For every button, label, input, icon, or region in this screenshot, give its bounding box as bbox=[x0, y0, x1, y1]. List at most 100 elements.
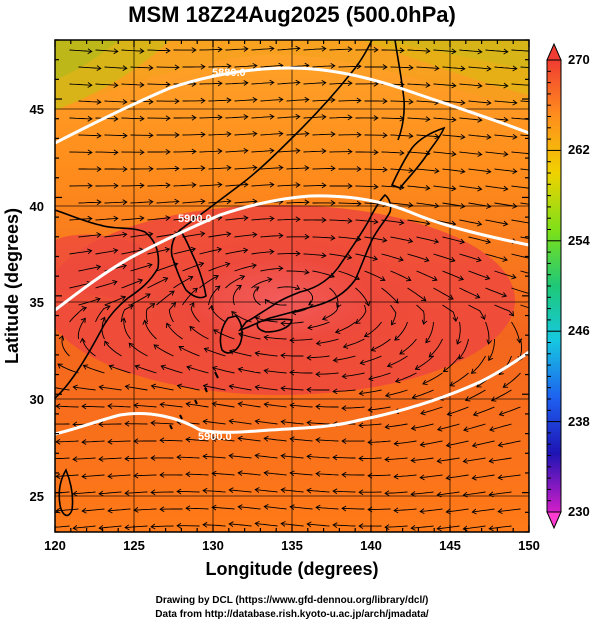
streamline-arrow bbox=[382, 98, 388, 104]
streamline-arrow bbox=[330, 97, 336, 103]
streamline bbox=[260, 133, 283, 136]
streamline-arrow bbox=[263, 503, 269, 510]
streamline-arrow bbox=[200, 231, 206, 237]
streamline-arrow bbox=[150, 489, 156, 496]
streamline-arrow bbox=[269, 45, 275, 52]
streamline-arrow bbox=[153, 344, 159, 350]
streamline bbox=[471, 355, 486, 374]
streamline-arrow bbox=[121, 263, 128, 270]
streamline-arrow bbox=[445, 508, 451, 515]
streamline bbox=[69, 307, 87, 323]
streamline-arrow bbox=[304, 96, 310, 103]
streamline bbox=[343, 338, 365, 348]
streamline bbox=[443, 355, 460, 372]
streamline bbox=[151, 422, 174, 425]
streamline-arrow bbox=[87, 248, 93, 255]
streamline bbox=[99, 457, 122, 460]
streamline bbox=[485, 321, 490, 344]
streamline bbox=[260, 167, 283, 170]
streamline-arrow bbox=[252, 63, 258, 69]
streamline-arrow bbox=[384, 490, 390, 497]
streamline bbox=[442, 202, 465, 208]
streamline-arrow bbox=[330, 63, 336, 69]
streamline-arrow bbox=[419, 508, 425, 515]
streamline-arrow bbox=[237, 470, 243, 476]
streamline-arrow bbox=[213, 274, 219, 281]
streamline-arrow bbox=[189, 302, 195, 308]
streamline bbox=[156, 167, 179, 170]
streamline-arrow bbox=[263, 435, 269, 442]
streamline bbox=[199, 184, 222, 187]
streamline-arrow bbox=[341, 438, 347, 444]
streamline-arrow bbox=[459, 238, 466, 245]
streamline-arrow bbox=[228, 521, 234, 528]
streamline bbox=[99, 525, 122, 529]
streamline bbox=[433, 287, 454, 300]
streamline-arrow bbox=[408, 202, 414, 208]
russia-coastline bbox=[179, 40, 373, 231]
streamline-arrow bbox=[159, 506, 165, 513]
streamline bbox=[229, 420, 252, 425]
streamline bbox=[395, 372, 417, 383]
streamline-arrow bbox=[347, 114, 353, 121]
streamline-arrow bbox=[449, 381, 455, 387]
streamline-arrow bbox=[512, 133, 518, 140]
streamline-arrow bbox=[477, 116, 483, 123]
streamline-arrow bbox=[81, 473, 87, 480]
streamline-arrow bbox=[488, 355, 494, 362]
streamline bbox=[503, 372, 521, 388]
streamline bbox=[281, 421, 304, 425]
streamline bbox=[73, 525, 96, 529]
streamline-arrow bbox=[356, 200, 362, 207]
streamline bbox=[307, 523, 330, 527]
streamline-arrow bbox=[200, 131, 206, 138]
streamline bbox=[511, 83, 529, 86]
streamline bbox=[511, 49, 529, 52]
streamline-arrow bbox=[263, 470, 269, 476]
streamline bbox=[82, 508, 105, 512]
streamline-arrow bbox=[150, 455, 156, 461]
streamline bbox=[520, 236, 529, 240]
streamline bbox=[121, 304, 134, 323]
streamline bbox=[78, 298, 101, 306]
streamline-arrow bbox=[211, 436, 217, 442]
x-tick-label: 125 bbox=[123, 538, 145, 553]
streamline-arrow bbox=[213, 329, 219, 335]
streamline-arrow bbox=[295, 113, 301, 120]
streamline bbox=[399, 338, 417, 355]
streamline-arrow bbox=[211, 365, 218, 372]
streamline bbox=[81, 338, 96, 357]
streamline bbox=[166, 323, 183, 340]
streamline bbox=[511, 287, 529, 295]
streamline-arrow bbox=[451, 82, 457, 89]
streamline bbox=[99, 386, 122, 391]
streamline-arrow bbox=[382, 64, 388, 70]
streamline-arrow bbox=[294, 284, 301, 290]
streamline bbox=[264, 506, 287, 510]
streamline bbox=[411, 423, 434, 430]
streamline-arrow bbox=[341, 373, 347, 380]
streamline-arrow bbox=[96, 166, 102, 172]
streamline bbox=[381, 253, 404, 261]
streamline-arrow bbox=[202, 453, 208, 460]
streamline bbox=[329, 219, 352, 222]
streamline-arrow bbox=[211, 401, 217, 407]
streamline-arrow bbox=[252, 198, 258, 205]
streamline bbox=[130, 293, 151, 306]
contour-label-5880: 5880.0 bbox=[212, 67, 246, 79]
streamline-arrow bbox=[254, 350, 260, 357]
streamline-arrow bbox=[373, 115, 379, 121]
streamline-arrow bbox=[341, 405, 347, 411]
streamline bbox=[442, 236, 465, 243]
streamline-arrow bbox=[421, 319, 428, 325]
colorbar-tick-label: 246 bbox=[568, 323, 590, 338]
streamline-arrow bbox=[107, 507, 113, 514]
streamline-arrow bbox=[252, 97, 258, 103]
streamline-arrow bbox=[399, 219, 405, 226]
streamline-arrow bbox=[55, 403, 61, 410]
streamline-arrow bbox=[203, 347, 210, 353]
streamline-arrow bbox=[393, 473, 399, 480]
streamline-arrow bbox=[190, 246, 197, 253]
streamline bbox=[494, 202, 517, 207]
streamline-arrow bbox=[280, 419, 286, 425]
